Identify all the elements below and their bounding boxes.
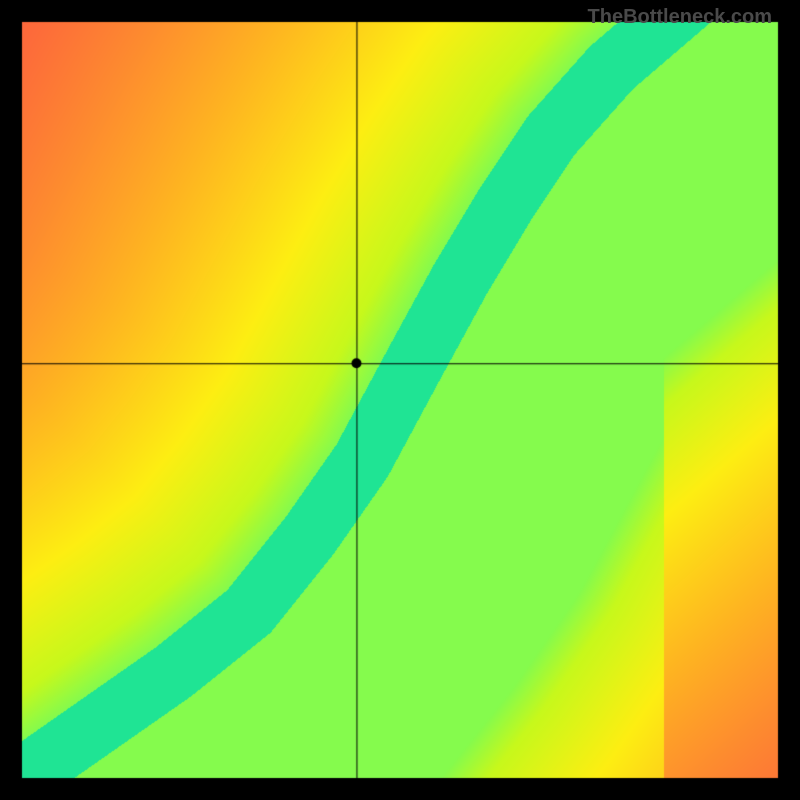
bottleneck-heatmap <box>0 0 800 800</box>
watermark-text: TheBottleneck.com <box>588 6 772 29</box>
